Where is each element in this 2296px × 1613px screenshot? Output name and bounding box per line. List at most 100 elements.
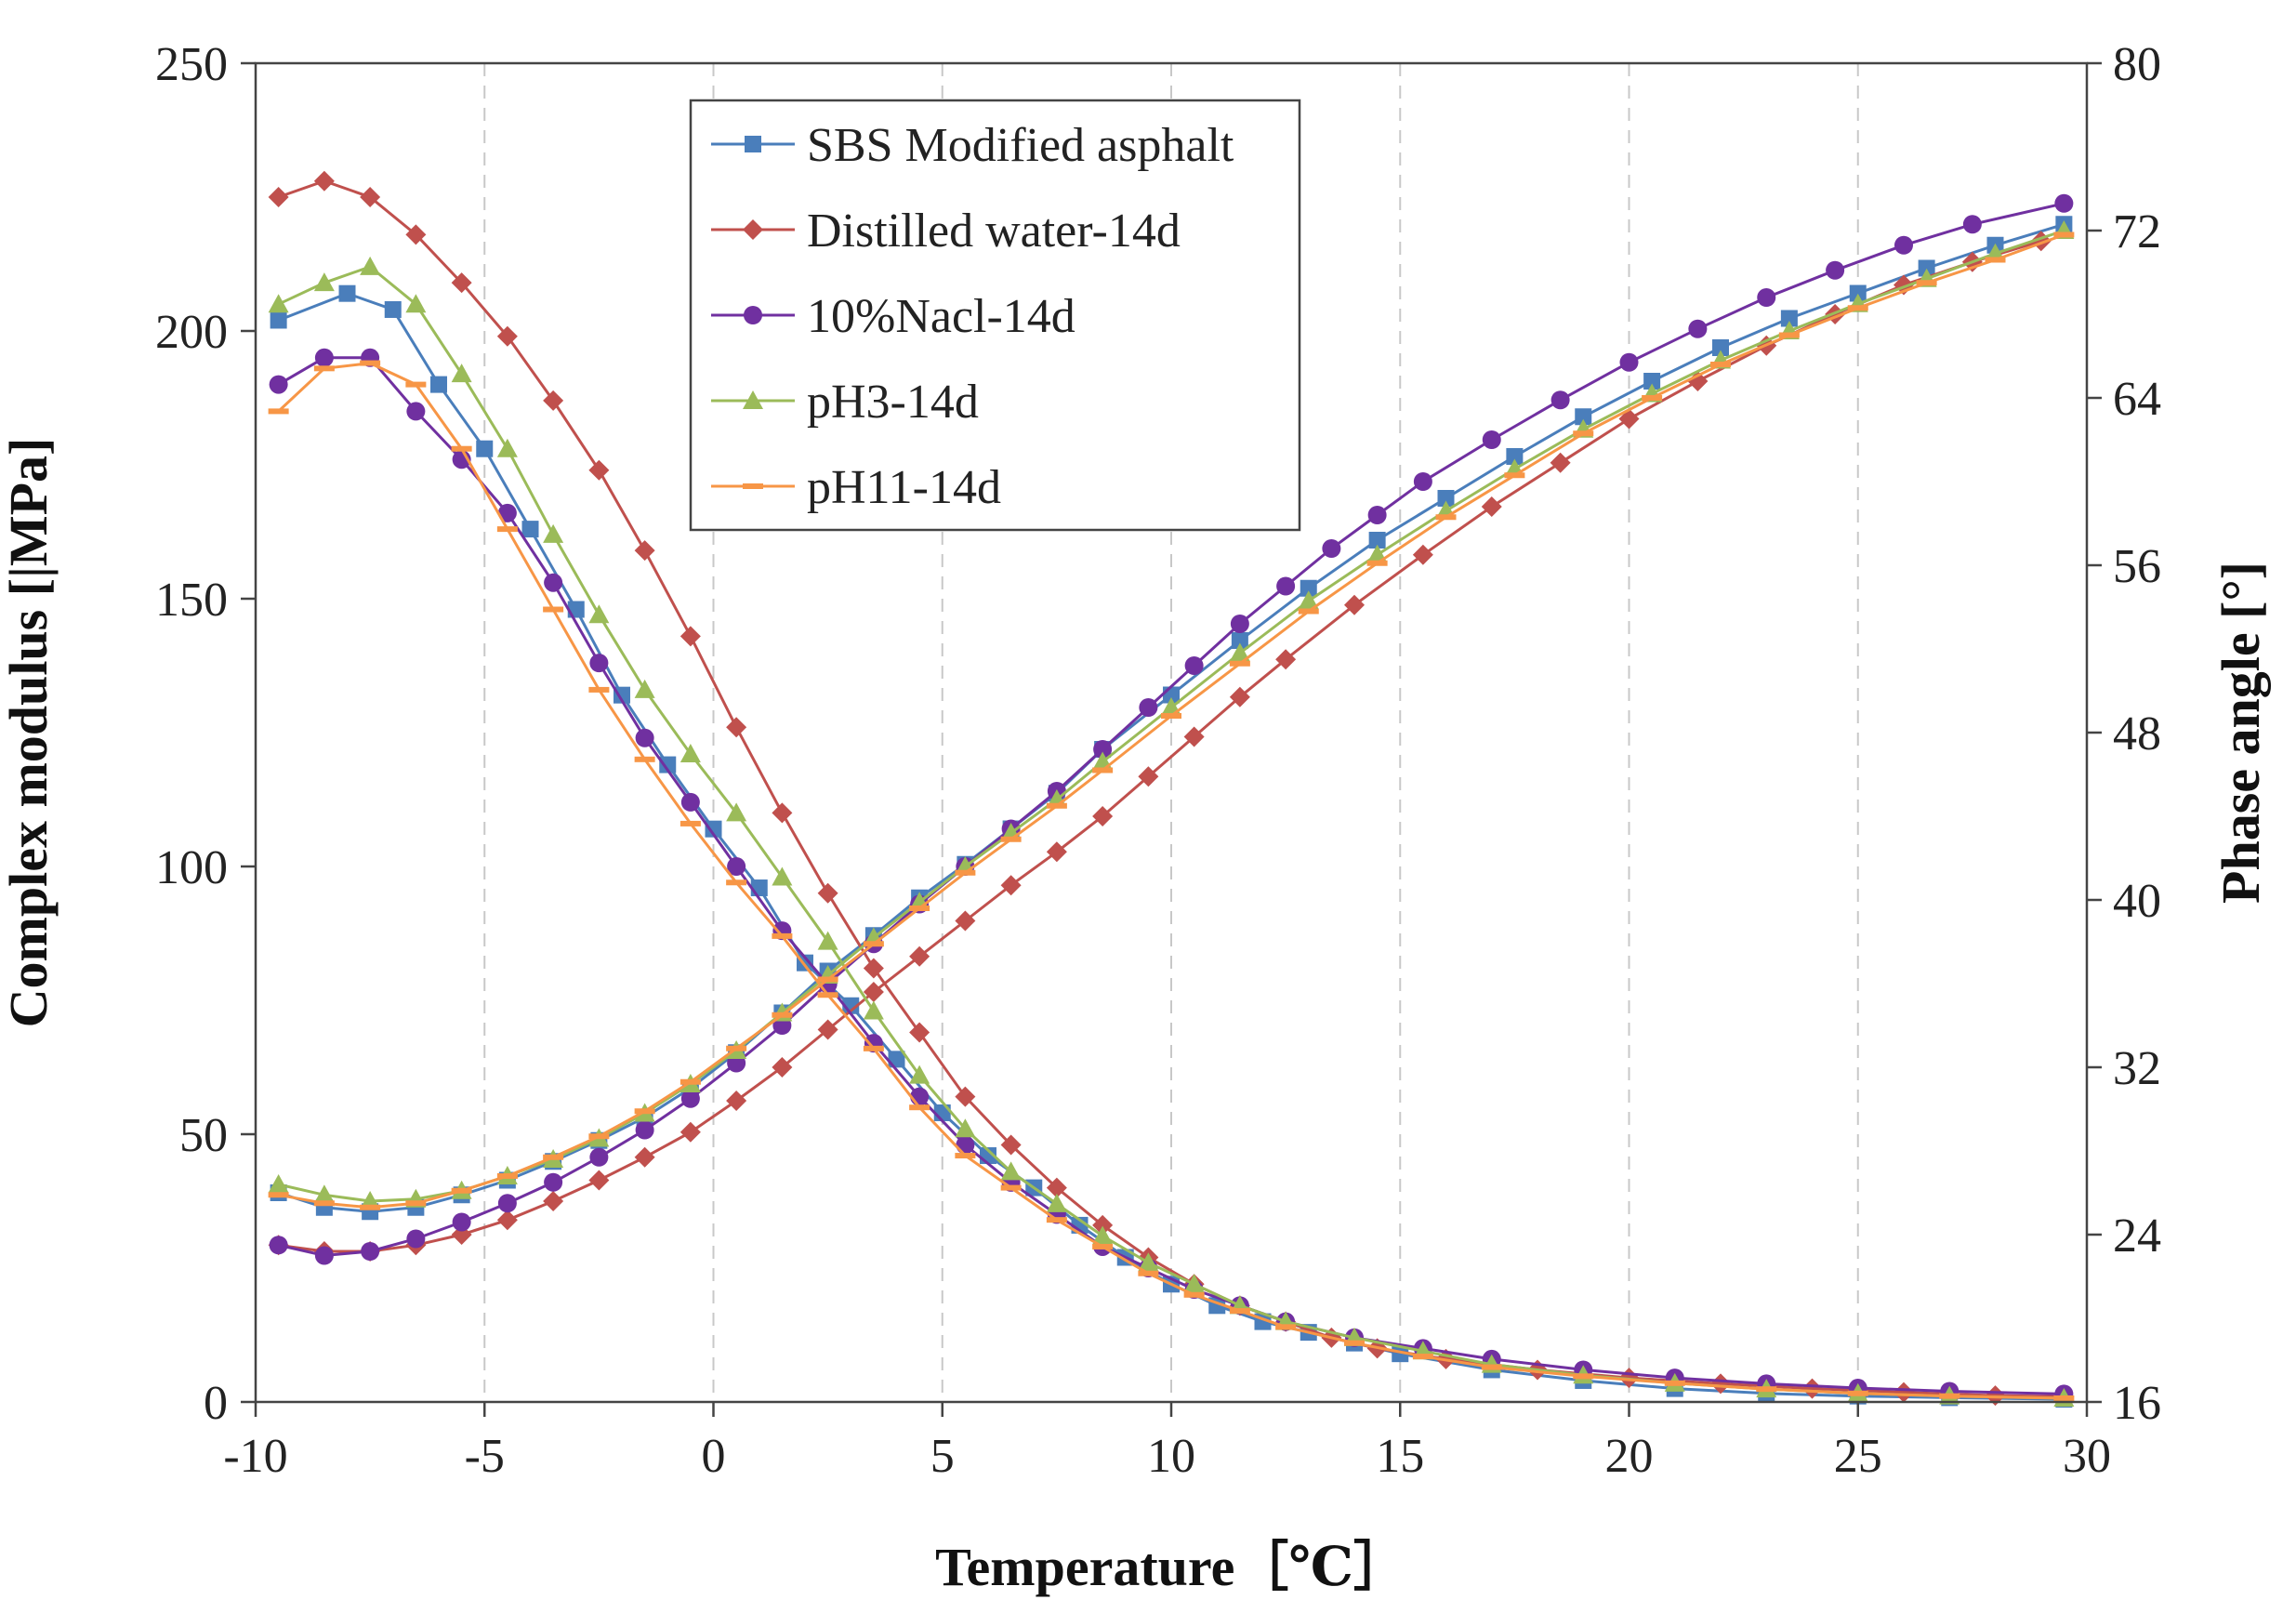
distilled-water-14d-modulus-point [588, 459, 610, 481]
distilled-water-14d-modulus-point [772, 802, 793, 824]
ph11-14d-modulus-point [1000, 1184, 1022, 1191]
ph11-14d-phase-point [1916, 280, 1937, 286]
ph3-14d-modulus-point [909, 1064, 930, 1084]
y-left-axis-title: Complex modulus [|MPa] [0, 438, 59, 1028]
x-tick-label: -5 [465, 1430, 505, 1483]
ph11-14d-phase-point [1847, 305, 1868, 311]
distilled-water-14d-modulus-point [817, 882, 838, 904]
10-nacl-14d-phase-point [452, 1212, 471, 1232]
ph3-14d-phase-point [1298, 590, 1319, 610]
distilled-water-14d-phase-point [863, 982, 884, 1002]
distilled-water-14d-modulus-point [360, 187, 381, 207]
x-tick-label: 15 [1376, 1430, 1424, 1483]
ph11-14d-phase-point [268, 1192, 289, 1198]
10-nacl-14d-modulus-point [497, 503, 517, 522]
ph11-14d-modulus-point [955, 1153, 976, 1159]
y-right-tick-label: 24 [2113, 1210, 2161, 1263]
distilled-water-14d-phase-point [772, 1057, 793, 1078]
distilled-water-14d-phase-point [1687, 371, 1709, 391]
sbs-modified-asphalt-modulus-point [270, 311, 287, 329]
y-left-tick-label: 100 [155, 841, 228, 894]
tick-labels: -10 -5 0 5 10 15 20 25 30 0 50 100 150 200 250 16 24 32 40… [155, 38, 2161, 1483]
ph3-14d-modulus-point [268, 294, 289, 313]
distilled-water-14d-modulus-point [1985, 1385, 2006, 1407]
y-right-tick-label: 80 [2113, 38, 2161, 91]
y-right-tick-label: 72 [2113, 205, 2161, 258]
ph11-14d-phase-point [451, 1187, 472, 1194]
sbs-modified-asphalt-modulus-point [521, 521, 539, 538]
10-nacl-14d-phase-point [1139, 698, 1158, 717]
ph11-14d-modulus-point [772, 932, 793, 939]
y-right-tick-label: 16 [2113, 1377, 2161, 1430]
ph3-14d-modulus-point [313, 272, 335, 292]
legend: SBS Modified asphalt Distilled water-14d 1… [689, 99, 1301, 532]
10-nacl-14d-phase-point [1482, 430, 1501, 449]
ph3-14d-phase-point [313, 1184, 335, 1204]
sbs-modified-asphalt-phase-point [1643, 373, 1661, 390]
ph11-14d-modulus-point [1344, 1340, 1365, 1346]
10-nacl-14d-phase-point [361, 1242, 380, 1261]
distilled-water-14d-modulus-point [1710, 1373, 1731, 1395]
sbs-modified-asphalt-modulus-point [614, 686, 630, 704]
sbs-modified-asphalt-modulus-point [750, 879, 768, 897]
10-nacl-14d-phase-point [2054, 193, 2074, 213]
ph11-14d-phase-point [772, 1011, 793, 1018]
ph11-14d-phase-point [1229, 660, 1250, 667]
y-right-tick-label: 48 [2113, 707, 2161, 760]
y-left-tick-label: 250 [155, 38, 228, 91]
legend-swatch-marker [743, 219, 763, 240]
sbs-modified-asphalt-phase-point [1849, 284, 1867, 302]
ph11-14d-modulus-line [277, 362, 2065, 1400]
10-nacl-14d-modulus-point [269, 375, 288, 394]
ph11-14d-phase-point [1092, 767, 1114, 773]
y-right-axis-title: Phase angle [°] [2210, 562, 2271, 904]
ph11-14d-modulus-point [1481, 1364, 1502, 1370]
ph11-14d-modulus-point [360, 360, 381, 366]
10-nacl-14d-phase-point [680, 1089, 700, 1108]
ph11-14d-phase-point [680, 1078, 701, 1085]
ph11-14d-phase-point [360, 1204, 381, 1210]
y-right-tick-label: 40 [2113, 875, 2161, 928]
ph11-14d-modulus-point [1412, 1354, 1433, 1360]
ph11-14d-phase-point [1046, 802, 1067, 809]
ph11-14d-modulus-point [1092, 1243, 1114, 1249]
ph11-14d-phase-point [726, 1045, 747, 1051]
distilled-water-14d-phase-point [1000, 875, 1022, 896]
x-tick-label: -10 [223, 1430, 287, 1483]
legend-swatch-marker [744, 306, 762, 324]
ph11-14d-modulus-point [405, 381, 427, 388]
distilled-water-14d-modulus-point [955, 1086, 976, 1107]
x-tick-label: 25 [1834, 1430, 1882, 1483]
10-nacl-14d-phase-point [1093, 740, 1113, 759]
ph3-14d-modulus-point [1046, 1193, 1067, 1212]
ph11-14d-modulus-point [634, 756, 655, 762]
ph11-14d-phase-point [1985, 257, 2006, 263]
ph11-14d-phase-point [1778, 332, 1800, 338]
sbs-modified-asphalt-modulus-point [384, 300, 402, 318]
distilled-water-14d-modulus-point [1046, 1177, 1067, 1198]
ph11-14d-modulus-point [1756, 1386, 1777, 1393]
ph11-14d-modulus-point [1138, 1270, 1159, 1276]
ph11-14d-phase-point [634, 1108, 655, 1115]
10-nacl-14d-phase-point [1894, 235, 1913, 255]
distilled-water-14d-modulus-point [680, 626, 701, 647]
ph11-14d-phase-point [1504, 472, 1525, 479]
10-nacl-14d-modulus-point [544, 573, 563, 592]
ph11-14d-modulus-point [1939, 1393, 1960, 1399]
ph11-14d-phase-point [1298, 608, 1319, 615]
ph11-14d-modulus-point [268, 408, 289, 415]
distilled-water-14d-phase-point [955, 910, 976, 932]
ph11-14d-modulus-point [1664, 1380, 1685, 1386]
distilled-water-14d-phase-point [1550, 452, 1571, 473]
ph3-14d-modulus-point [588, 604, 610, 624]
ph11-14d-phase-point [1000, 836, 1022, 842]
10-nacl-14d-modulus-point [910, 1087, 930, 1106]
sbs-modified-asphalt-phase-point [1918, 259, 1935, 277]
10-nacl-14d-phase-point [269, 1236, 288, 1255]
distilled-water-14d-phase-point [1481, 496, 1502, 517]
ph11-14d-phase-point [863, 941, 884, 947]
y-right-tick-label: 32 [2113, 1042, 2161, 1095]
distilled-water-14d-phase-point [1275, 649, 1297, 670]
10-nacl-14d-phase-point [544, 1172, 563, 1192]
